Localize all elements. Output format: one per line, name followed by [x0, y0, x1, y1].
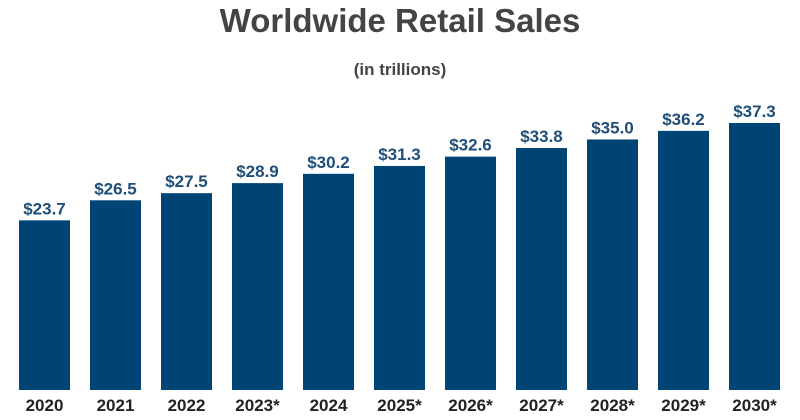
x-tick-label-2020: 2020 [26, 396, 64, 415]
data-label-2025-projected: $31.3 [378, 145, 421, 164]
bar-2027-projected [516, 148, 567, 390]
bar-2030-projected [729, 123, 780, 390]
bar-2023-projected [232, 183, 283, 390]
data-label-2020: $23.7 [23, 199, 66, 218]
x-tick-label-2025-projected: 2025* [377, 396, 422, 415]
x-tick-label-2026-projected: 2026* [448, 396, 493, 415]
data-labels-group: $23.7 $26.5 $27.5 $28.9 $30.2 $31.3 $32.6 $33.8… [23, 102, 776, 218]
data-label-2021: $26.5 [94, 179, 137, 198]
data-label-2026-projected: $32.6 [449, 136, 492, 155]
bar-2028-projected [587, 139, 638, 390]
x-tick-label-2021: 2021 [97, 396, 135, 415]
bar-2029-projected [658, 130, 709, 390]
bars-group [19, 123, 780, 390]
x-tick-label-2024: 2024 [310, 396, 348, 415]
chart-subtitle: (in trillions) [353, 60, 447, 79]
data-label-2027-projected: $33.8 [520, 127, 563, 146]
data-label-2024: $30.2 [307, 153, 350, 172]
x-tick-label-2023-projected: 2023* [235, 396, 280, 415]
data-label-2023-projected: $28.9 [236, 162, 279, 181]
data-label-2030-projected: $37.3 [733, 102, 776, 121]
bar-2020 [19, 220, 70, 390]
bar-2021 [90, 200, 141, 390]
x-tick-label-2022: 2022 [168, 396, 206, 415]
x-axis-tick-labels: 2020 2021 2022 2023* 2024 2025* 2026* 2027* 2028… [26, 396, 778, 415]
bar-2024 [303, 173, 354, 390]
data-label-2022: $27.5 [165, 172, 208, 191]
bar-2026-projected [445, 156, 496, 390]
x-tick-label-2027-projected: 2027* [519, 396, 564, 415]
x-tick-label-2030-projected: 2030* [732, 396, 777, 415]
bar-2025-projected [374, 165, 425, 390]
bar-2022 [161, 193, 212, 390]
data-label-2028-projected: $35.0 [591, 118, 634, 137]
x-tick-label-2029-projected: 2029* [661, 396, 706, 415]
chart-title: Worldwide Retail Sales [219, 2, 581, 39]
x-tick-label-2028-projected: 2028* [590, 396, 635, 415]
data-label-2029-projected: $36.2 [662, 110, 705, 129]
